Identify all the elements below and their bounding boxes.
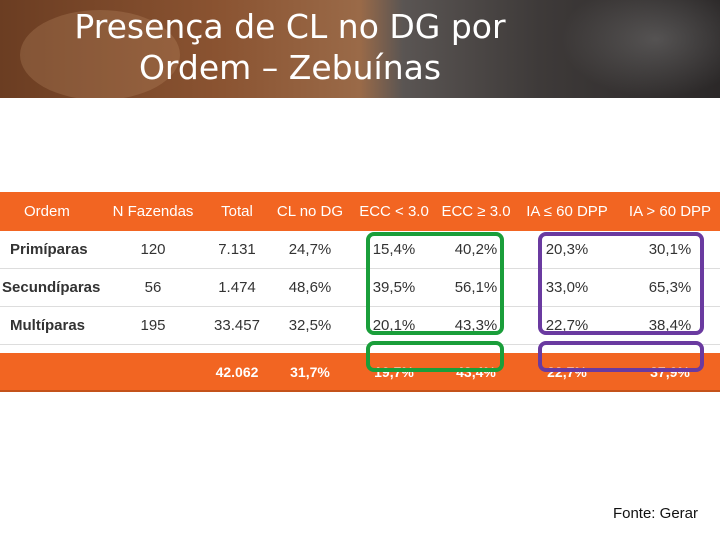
ia-highlight-box [538,232,704,335]
cell-ecc-ge-3: 56,1% [454,279,498,296]
cell-ia-le-60: 22,7% [545,317,589,334]
cell-ecc-ge-3: 40,2% [454,241,498,258]
source-caption: Fonte: Gerar [612,505,698,522]
table-total-row: 42.062 31,7% 19,7% 43,4% 22,7% 37,9% [0,353,720,392]
cell-ecc-lt-3: 20,1% [372,317,416,334]
cell-cl-no-dg: 48,6% [288,279,332,296]
cell-ecc-lt-3: 15,4% [372,241,416,258]
banner-photo-right [560,0,720,98]
slide-title-line2: Ordem – Zebuínas [138,48,442,87]
cell-ia-gt-60: 38,4% [648,317,692,334]
header-ia-gt-60: IA > 60 DPP [628,203,712,220]
header-cl-no-dg: CL no DG [276,203,344,220]
row-label: Secundíparas [2,279,101,296]
banner-photo-left [20,10,180,98]
cell-n-fazendas: 195 [140,317,166,334]
ia-total-highlight-box [538,341,704,372]
cell-ia-le-60: 20,3% [545,241,589,258]
ecc-total-highlight-box [366,341,504,372]
header-n-fazendas: N Fazendas [112,203,194,220]
cell-total: 33.457 [214,317,260,334]
cell-ecc-lt-3: 39,5% [372,279,416,296]
total-cl-no-dg: 31,7% [290,363,330,380]
cell-ia-gt-60: 30,1% [648,241,692,258]
cell-n-fazendas: 120 [140,241,166,258]
header-ecc-lt-3: ECC < 3.0 [359,203,429,220]
slide-title-line1: Presença de CL no DG por [74,7,506,46]
table-header-row: Ordem N Fazendas Total CL no DG ECC < 3.… [0,192,720,231]
header-total: Total [221,203,253,220]
table-row: Multíparas 195 33.457 32,5% 20,1% 43,3% … [0,307,720,345]
cell-ia-gt-60: 65,3% [648,279,692,296]
cell-ecc-ge-3: 43,3% [454,317,498,334]
row-label: Primíparas [10,241,88,258]
cell-cl-no-dg: 24,7% [288,241,332,258]
cell-n-fazendas: 56 [144,279,162,296]
cell-total: 1.474 [218,279,256,296]
table-row: Secundíparas 56 1.474 48,6% 39,5% 56,1% … [0,269,720,307]
header-ordem: Ordem [24,203,70,220]
cell-total: 7.131 [218,241,256,258]
slide-title: Presença de CL no DG por Ordem – Zebuína… [0,6,580,88]
cell-ia-le-60: 33,0% [545,279,589,296]
row-label: Multíparas [10,317,86,334]
header-ecc-ge-3: ECC ≥ 3.0 [441,203,511,220]
table-row: Primíparas 120 7.131 24,7% 15,4% 40,2% 2… [0,231,720,269]
cell-cl-no-dg: 32,5% [288,317,332,334]
title-banner: Presença de CL no DG por Ordem – Zebuína… [0,0,720,98]
data-table: Ordem N Fazendas Total CL no DG ECC < 3.… [0,192,720,392]
ecc-highlight-box [366,232,504,335]
total-total: 42.062 [215,363,259,380]
header-ia-le-60: IA ≤ 60 DPP [526,203,608,220]
